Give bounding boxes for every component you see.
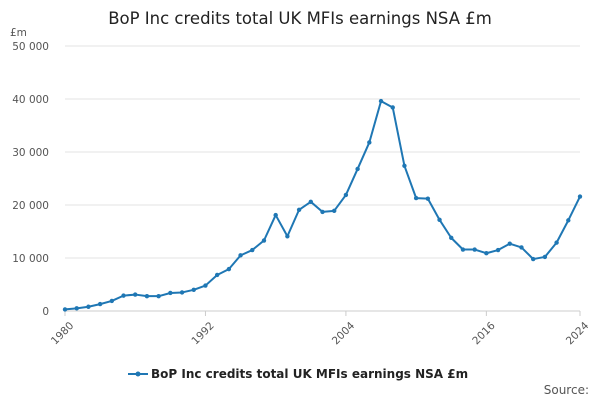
legend: BoP Inc credits total UK MFIs earnings N…	[128, 367, 468, 381]
data-point	[507, 241, 512, 246]
data-point	[343, 192, 349, 198]
series-group	[62, 98, 583, 312]
data-point	[179, 290, 185, 295]
data-point	[86, 304, 91, 309]
data-point	[191, 287, 196, 292]
data-point	[285, 234, 290, 239]
data-point	[74, 306, 79, 311]
data-point	[460, 247, 466, 252]
data-point	[495, 247, 501, 253]
data-point	[577, 194, 583, 199]
data-point	[308, 199, 313, 205]
chart-title: BoP Inc credits total UK MFIs earnings N…	[108, 9, 492, 28]
source-label: Source:	[544, 383, 589, 397]
data-point	[542, 254, 548, 260]
data-point	[554, 240, 559, 245]
data-point	[168, 290, 173, 296]
data-point	[156, 293, 161, 299]
data-point	[413, 195, 419, 201]
data-point	[378, 98, 384, 104]
data-point	[261, 238, 267, 243]
data-point	[425, 196, 431, 201]
data-point	[214, 272, 220, 278]
data-point	[273, 212, 278, 218]
x-tick-label: 1992	[189, 320, 216, 347]
y-tick-label: 20 000	[12, 200, 49, 212]
data-point	[566, 218, 571, 223]
data-point	[203, 283, 208, 288]
x-tick-label: 2024	[564, 320, 592, 348]
data-point	[133, 292, 138, 297]
y-tick-label: 40 000	[12, 94, 49, 106]
data-point	[250, 247, 255, 253]
y-axis-ticks: 0 10 000 20 000 30 000 40 000 50 000	[12, 41, 49, 318]
y-tick-label: 0	[42, 306, 49, 318]
data-point	[449, 235, 454, 241]
data-point	[437, 217, 442, 223]
data-point	[402, 163, 407, 168]
gridlines	[65, 45, 580, 259]
data-point	[367, 140, 372, 145]
legend-label: BoP Inc credits total UK MFIs earnings N…	[151, 367, 468, 381]
data-point	[296, 207, 302, 212]
y-tick-label: 50 000	[12, 41, 49, 53]
data-point	[320, 209, 325, 215]
y-axis-unit: £m	[10, 27, 27, 39]
y-tick-label: 10 000	[12, 253, 49, 265]
data-point	[484, 251, 489, 256]
x-tick-label: 2016	[470, 320, 498, 348]
data-point	[332, 208, 337, 214]
data-point	[530, 256, 536, 262]
data-point	[226, 266, 232, 272]
data-point	[121, 293, 126, 298]
data-point	[355, 166, 360, 172]
data-point	[519, 245, 524, 250]
data-point	[97, 301, 103, 307]
data-point	[62, 307, 68, 312]
data-point	[390, 105, 395, 110]
legend-swatch-marker	[135, 371, 141, 377]
x-axis: 1980 1992 2004 2016 2024	[49, 310, 592, 348]
y-tick-label: 30 000	[12, 147, 49, 159]
data-point	[109, 298, 115, 304]
data-point	[472, 247, 477, 252]
data-point	[144, 293, 150, 299]
data-point	[238, 253, 243, 258]
x-tick-label: 1980	[49, 320, 76, 347]
x-tick-label: 2004	[330, 320, 358, 348]
